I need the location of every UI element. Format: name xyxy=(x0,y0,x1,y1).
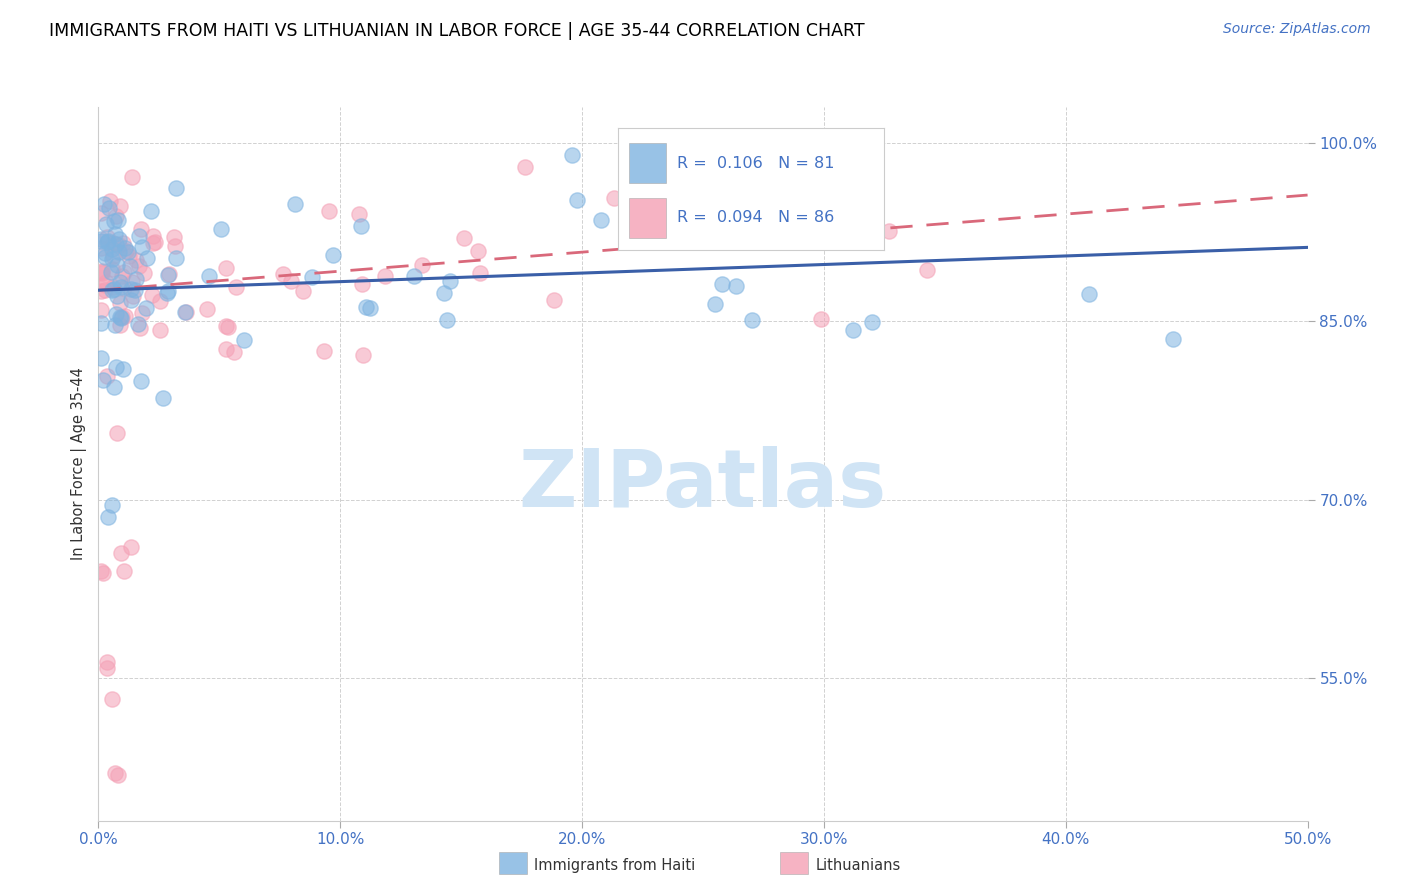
FancyBboxPatch shape xyxy=(628,198,666,237)
FancyBboxPatch shape xyxy=(628,143,666,183)
Text: R =  0.094   N = 86: R = 0.094 N = 86 xyxy=(676,210,834,225)
Text: R =  0.106   N = 81: R = 0.106 N = 81 xyxy=(676,156,834,171)
Text: Source: ZipAtlas.com: Source: ZipAtlas.com xyxy=(1223,22,1371,37)
Text: Immigrants from Haiti: Immigrants from Haiti xyxy=(534,858,696,872)
Text: IMMIGRANTS FROM HAITI VS LITHUANIAN IN LABOR FORCE | AGE 35-44 CORRELATION CHART: IMMIGRANTS FROM HAITI VS LITHUANIAN IN L… xyxy=(49,22,865,40)
Y-axis label: In Labor Force | Age 35-44: In Labor Force | Age 35-44 xyxy=(72,368,87,560)
Text: Lithuanians: Lithuanians xyxy=(815,858,901,872)
Text: ZIPatlas: ZIPatlas xyxy=(519,446,887,524)
